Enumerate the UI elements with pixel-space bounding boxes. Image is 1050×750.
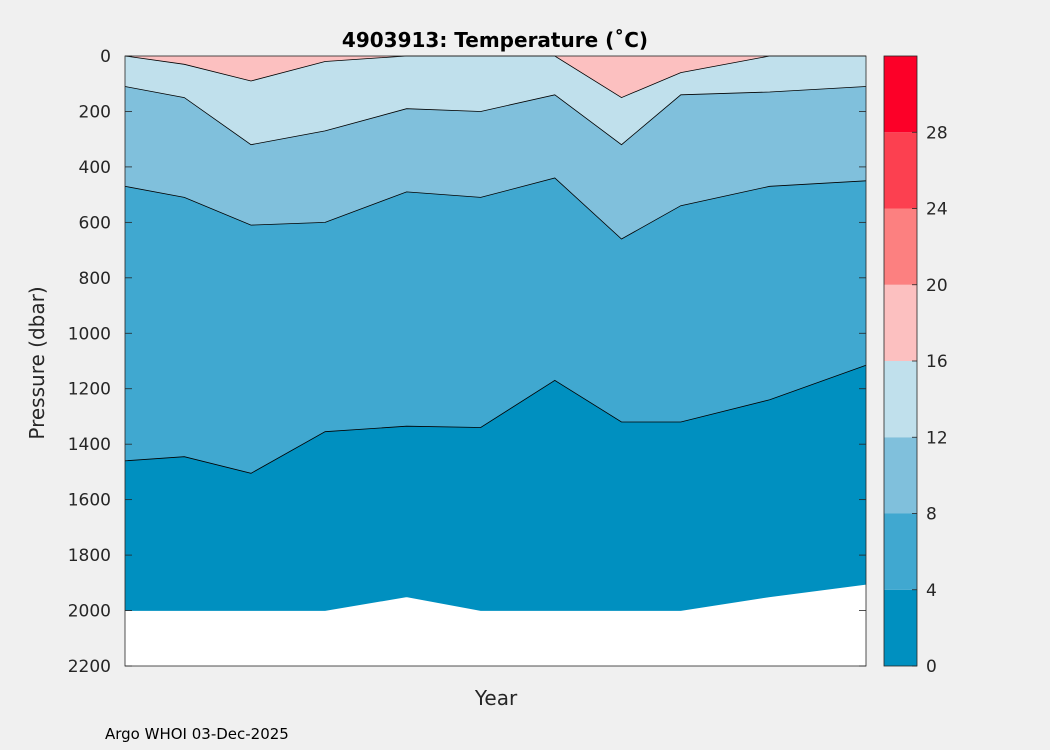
y-tick-label: 400 [79, 158, 111, 178]
colorbar-tick-label: 28 [926, 123, 948, 143]
plot-area [124, 55, 867, 667]
y-tick-label: 1200 [68, 380, 111, 400]
colorbar-level-28-32 [884, 56, 917, 133]
colorbar-level-8-12 [884, 437, 917, 514]
y-tick-label: 800 [79, 269, 111, 289]
colorbar-level-0-4 [884, 589, 917, 666]
y-axis: 0 200 400 600 800 1000 1200 1400 1600 1800 2000 220… [68, 47, 866, 677]
colorbar-tick-label: 24 [926, 200, 948, 220]
colorbar-tick-label: 4 [926, 581, 937, 601]
y-tick-label: 200 [79, 102, 111, 122]
contour-12C [124, 86, 867, 146]
colorbar-level-12-16 [884, 361, 917, 438]
contour-8C [124, 177, 867, 240]
band-0-4C [125, 365, 866, 611]
chart-title: 4903913: Temperature (˚C) [342, 28, 648, 52]
y-tick-label: 1000 [68, 324, 111, 344]
y-axis-title: Pressure (dbar) [25, 286, 49, 439]
y-tick-label: 0 [100, 47, 111, 67]
band-8-12C [125, 86, 866, 239]
colorbar-level-16-20 [884, 284, 917, 361]
contour-4C [124, 364, 867, 474]
colorbar-tick-label: 0 [926, 657, 937, 677]
colorbar-tick-label: 20 [926, 276, 948, 296]
band-4-8C [125, 178, 866, 474]
colorbar-level-20-24 [884, 208, 917, 285]
colorbar: 0 4 8 12 16 20 24 28 [883, 55, 948, 677]
y-tick-label: 2200 [68, 657, 111, 677]
colorbar-level-24-28 [884, 132, 917, 209]
y-tick-label: 1600 [68, 491, 111, 511]
colorbar-level-4-8 [884, 513, 917, 590]
y-tick-label: 1400 [68, 435, 111, 455]
y-tick-label: 1800 [68, 546, 111, 566]
colorbar-tick-label: 16 [926, 352, 948, 372]
plot-frame [124, 55, 867, 667]
y-tick-label: 600 [79, 213, 111, 233]
colorbar-tick-label: 8 [926, 505, 937, 525]
footer-credit: Argo WHOI 03-Dec-2025 [105, 725, 289, 743]
colorbar-tick-label: 12 [926, 428, 948, 448]
x-axis-title: Year [474, 686, 518, 710]
data-bottom-edge [125, 583, 867, 611]
band-12-16C [125, 56, 866, 145]
band-16-20C [125, 56, 866, 98]
y-tick-label: 2000 [68, 602, 111, 622]
